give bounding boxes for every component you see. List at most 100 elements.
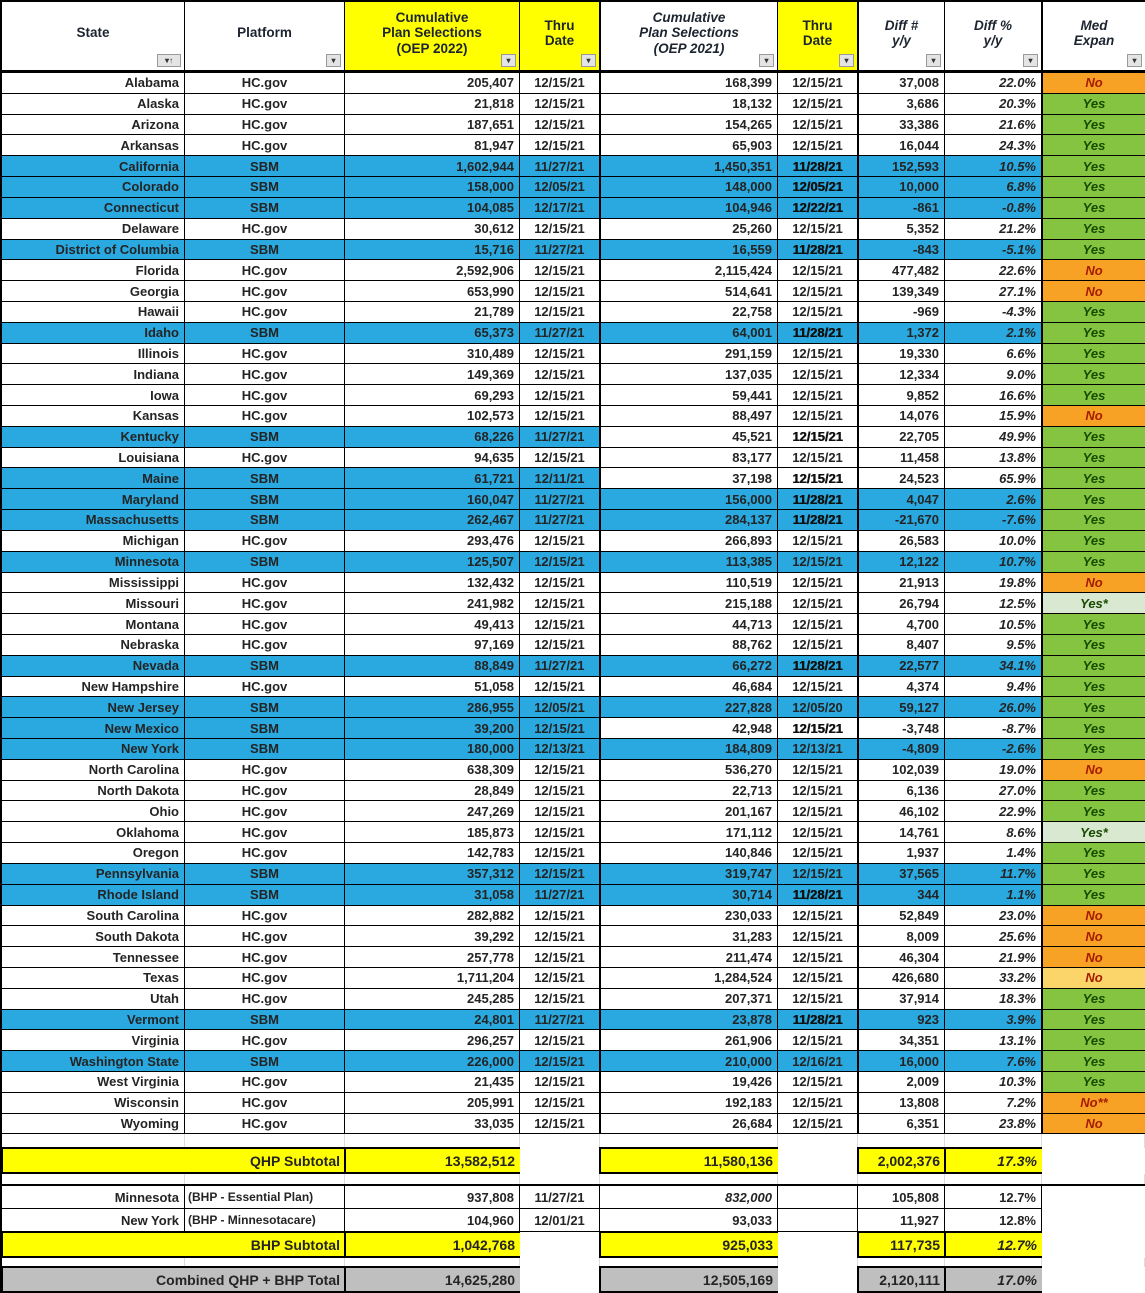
cell-cum-2022[interactable]: 125,507: [345, 551, 520, 572]
cell-state[interactable]: Louisiana: [2, 447, 185, 468]
bhp-diff-pct[interactable]: 12.7%: [945, 1186, 1042, 1210]
cell-cum-2021[interactable]: 42,948: [599, 718, 778, 738]
cell-cum-2022[interactable]: 293,476: [345, 530, 520, 551]
cell-cum-2021[interactable]: 148,000: [599, 177, 778, 197]
cell-med-expan[interactable]: Yes: [1041, 676, 1145, 697]
cell-diff-num[interactable]: 102,039: [857, 759, 945, 780]
cell-cum-2021[interactable]: 64,001: [599, 322, 778, 343]
cell-state[interactable]: Kentucky: [2, 426, 185, 447]
cell-platform[interactable]: HC.gov: [185, 135, 345, 156]
cell-cum-2022[interactable]: 282,882: [345, 905, 520, 926]
cell-med-expan[interactable]: Yes: [1041, 322, 1145, 343]
cell-diff-pct[interactable]: 26.0%: [945, 697, 1042, 718]
cell-cum-2022[interactable]: 142,783: [345, 843, 520, 863]
cell-state[interactable]: Alabama: [2, 73, 185, 93]
cell-platform[interactable]: HC.gov: [185, 988, 345, 1009]
cell-diff-pct[interactable]: 23.8%: [945, 1113, 1042, 1134]
cell-thru-date-2022[interactable]: 12/15/21: [520, 447, 600, 468]
cell-diff-pct[interactable]: 6.8%: [945, 177, 1042, 197]
cell-diff-pct[interactable]: 21.9%: [945, 947, 1042, 967]
cell-thru-date-2022[interactable]: 12/15/21: [520, 572, 600, 593]
cell-diff-num[interactable]: -4,809: [857, 739, 945, 759]
column-header-diff-pct[interactable]: Diff % y/y ▾: [945, 2, 1042, 70]
cell-cum-2022[interactable]: 51,058: [345, 676, 520, 697]
cell-cum-2022[interactable]: 160,047: [345, 489, 520, 510]
cell-diff-num[interactable]: 26,794: [857, 593, 945, 614]
combined-total-label[interactable]: Combined QHP + BHP Total: [1, 1266, 345, 1293]
cell-cum-2021[interactable]: 207,371: [599, 988, 778, 1009]
cell-diff-pct[interactable]: 7.6%: [945, 1051, 1042, 1071]
cell-med-expan[interactable]: Yes: [1041, 863, 1145, 884]
cell-diff-pct[interactable]: 19.8%: [945, 572, 1042, 593]
bhp-diff-pct[interactable]: 12.8%: [945, 1209, 1042, 1233]
cell-state[interactable]: Nebraska: [2, 634, 185, 655]
cell-diff-pct[interactable]: -7.6%: [945, 510, 1042, 530]
cell-cum-2022[interactable]: 31,058: [345, 884, 520, 905]
cell-med-expan[interactable]: Yes: [1041, 884, 1145, 905]
cell-platform[interactable]: HC.gov: [185, 530, 345, 551]
cell-med-expan[interactable]: Yes: [1041, 843, 1145, 863]
column-header-platform[interactable]: Platform ▾: [185, 2, 345, 70]
cell-platform[interactable]: HC.gov: [185, 93, 345, 114]
cell-diff-pct[interactable]: 21.6%: [945, 114, 1042, 135]
cell-platform[interactable]: SBM: [185, 697, 345, 718]
cell-thru-date-2021[interactable]: 11/28/21: [778, 884, 858, 905]
bhp-cum-2022[interactable]: 937,808: [345, 1186, 520, 1210]
cell-diff-num[interactable]: -3,748: [857, 718, 945, 738]
cell-platform[interactable]: HC.gov: [185, 676, 345, 697]
cell-state[interactable]: Arizona: [2, 114, 185, 135]
cell-diff-num[interactable]: 4,700: [857, 614, 945, 634]
cell-diff-pct[interactable]: 24.3%: [945, 135, 1042, 156]
cell-med-expan[interactable]: Yes: [1041, 468, 1145, 489]
cell-platform[interactable]: SBM: [185, 863, 345, 884]
cell-state[interactable]: Iowa: [2, 385, 185, 405]
cell-diff-pct[interactable]: 49.9%: [945, 426, 1042, 447]
cell-cum-2022[interactable]: 226,000: [345, 1051, 520, 1071]
cell-cum-2021[interactable]: 156,000: [599, 489, 778, 510]
cell-thru-date-2022[interactable]: 12/15/21: [520, 988, 600, 1009]
cell-med-expan[interactable]: Yes: [1041, 988, 1145, 1009]
cell-platform[interactable]: SBM: [185, 468, 345, 489]
filter-dropdown-icon[interactable]: ▾: [326, 54, 341, 67]
cell-med-expan[interactable]: Yes: [1041, 1009, 1145, 1030]
cell-med-expan[interactable]: No: [1041, 947, 1145, 967]
cell-thru-date-2022[interactable]: 12/15/21: [520, 780, 600, 801]
cell-state[interactable]: New Hampshire: [2, 676, 185, 697]
cell-cum-2022[interactable]: 296,257: [345, 1030, 520, 1051]
cell-thru-date-2021[interactable]: 12/15/21: [778, 551, 858, 572]
cell-diff-pct[interactable]: 8.6%: [945, 822, 1042, 843]
cell-thru-date-2021[interactable]: 12/15/21: [778, 468, 858, 489]
cell-diff-num[interactable]: 139,349: [857, 281, 945, 301]
cell-thru-date-2022[interactable]: 12/15/21: [520, 281, 600, 301]
cell-cum-2021[interactable]: 227,828: [599, 697, 778, 718]
cell-diff-num[interactable]: -843: [857, 239, 945, 260]
cell-cum-2021[interactable]: 59,441: [599, 385, 778, 405]
filter-dropdown-icon[interactable]: ▾: [1023, 54, 1038, 67]
cell-thru-date-2021[interactable]: 12/15/21: [778, 135, 858, 156]
cell-platform[interactable]: HC.gov: [185, 905, 345, 926]
cell-thru-date-2021[interactable]: 12/15/21: [778, 905, 858, 926]
cell-med-expan[interactable]: Yes*: [1041, 822, 1145, 843]
cell-thru-date-2021[interactable]: 12/15/21: [778, 406, 858, 426]
cell-cum-2022[interactable]: 61,721: [345, 468, 520, 489]
cell-thru-date-2021[interactable]: 12/05/21: [778, 177, 858, 197]
cell-med-expan[interactable]: Yes: [1041, 447, 1145, 468]
cell-thru-date-2021[interactable]: 12/15/21: [778, 385, 858, 405]
cell-thru-date-2022[interactable]: 12/15/21: [520, 967, 600, 988]
cell-cum-2022[interactable]: 21,789: [345, 301, 520, 322]
cell-thru-date-2021[interactable]: 12/15/21: [778, 1113, 858, 1134]
cell-diff-pct[interactable]: 18.3%: [945, 988, 1042, 1009]
cell-cum-2021[interactable]: 140,846: [599, 843, 778, 863]
cell-platform[interactable]: SBM: [185, 655, 345, 676]
cell-diff-pct[interactable]: 25.6%: [945, 926, 1042, 947]
cell-med-expan[interactable]: No: [1041, 967, 1145, 988]
cell-thru-date-2022[interactable]: 11/27/21: [520, 426, 600, 447]
cell-diff-num[interactable]: 10,000: [857, 177, 945, 197]
cell-med-expan[interactable]: Yes: [1041, 739, 1145, 759]
cell-cum-2022[interactable]: 21,435: [345, 1072, 520, 1092]
cell-cum-2021[interactable]: 211,474: [599, 947, 778, 967]
cell-cum-2022[interactable]: 149,369: [345, 364, 520, 385]
cell-state[interactable]: Montana: [2, 614, 185, 634]
bhp-subtotal-cum-2022[interactable]: 1,042,768: [344, 1231, 520, 1259]
cell-cum-2022[interactable]: 97,169: [345, 634, 520, 655]
